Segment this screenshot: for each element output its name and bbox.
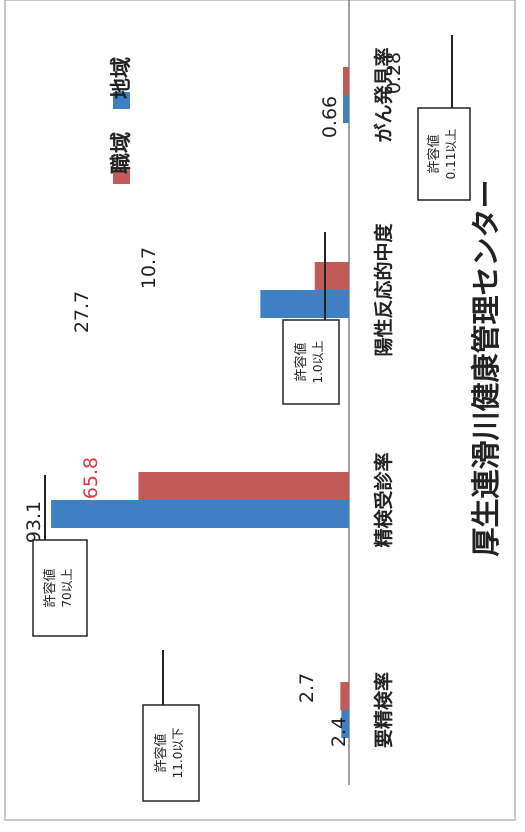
category-label-2: 陽性反応的中度 xyxy=(372,223,395,357)
reference-box-0 xyxy=(142,704,200,802)
bar-地域-0 xyxy=(341,710,349,738)
value-label-地域-3: 0.66 xyxy=(319,96,341,138)
value-label-職域-2: 10.7 xyxy=(138,247,160,289)
value-label-職域-1: 65.8 xyxy=(80,457,102,499)
legend-swatch-0 xyxy=(113,92,130,109)
reference-box-1 xyxy=(32,539,88,637)
value-label-職域-0: 2.7 xyxy=(296,673,318,703)
legend-swatch-1 xyxy=(113,167,130,184)
chart-frame xyxy=(4,0,516,821)
reference-value-2: 1.0以上 xyxy=(311,340,325,383)
bar-職域-2 xyxy=(314,262,349,290)
value-label-地域-2: 27.7 xyxy=(71,291,93,333)
chart-title: 厚生連滑川健康管理センター xyxy=(469,179,503,556)
reference-box-2 xyxy=(282,319,340,405)
reference-value-3: 0.11以上 xyxy=(444,129,458,180)
category-label-3: がん発見率 xyxy=(372,47,395,142)
bar-地域-1 xyxy=(51,500,350,528)
legend-label-1: 職域 xyxy=(109,132,133,174)
reference-label-2: 許容値 xyxy=(293,342,309,381)
bars-group xyxy=(51,67,350,738)
bar-地域-2 xyxy=(260,290,349,318)
category-label-0: 要精検率 xyxy=(372,672,395,748)
reference-label-3: 許容値 xyxy=(426,134,442,173)
legend-label-0: 地域 xyxy=(109,57,133,99)
value-labels-group: 2.4 2.7 93.1 65.8 27.7 10.7 0.66 0.28 xyxy=(23,52,405,747)
reference-value-0: 11.0以下 xyxy=(171,728,185,779)
bar-職域-3 xyxy=(343,67,349,95)
category-labels-group: 要精検率 精検受診率 陽性反応的中度 がん発見率 xyxy=(372,47,395,748)
bar-地域-3 xyxy=(343,95,349,123)
value-label-職域-3: 0.28 xyxy=(383,52,405,94)
category-label-1: 精検受診率 xyxy=(372,452,395,547)
value-label-地域-1: 93.1 xyxy=(23,501,45,543)
bar-職域-1 xyxy=(138,472,349,500)
reference-label-0: 許容値 xyxy=(153,733,169,772)
bar-職域-0 xyxy=(340,682,349,710)
reference-box-3 xyxy=(417,107,471,201)
reference-value-1: 70以上 xyxy=(60,568,74,607)
value-label-地域-0: 2.4 xyxy=(328,717,350,747)
reference-label-1: 許容値 xyxy=(42,568,58,607)
